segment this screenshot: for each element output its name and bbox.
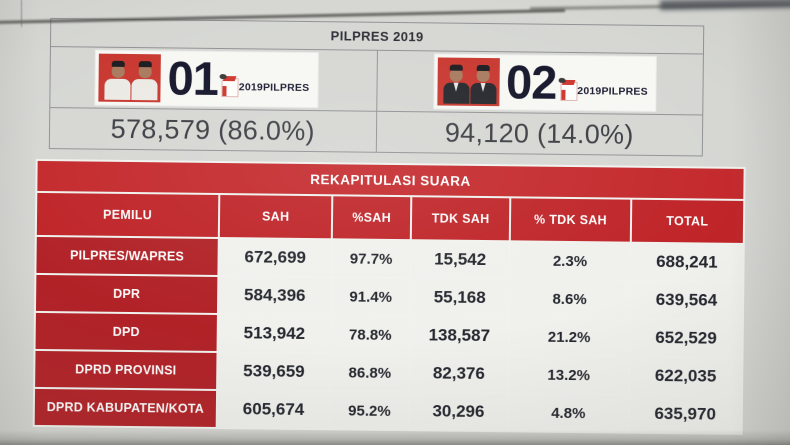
- row-label: DPR: [35, 274, 218, 313]
- table-row: DPR 584,396 91.4% 55,168 8.6% 639,564: [35, 274, 743, 319]
- tdksah-value: 138,587: [410, 317, 509, 355]
- candidate-02-votes: 94,120 (14.0%): [375, 111, 703, 156]
- col-header-tdksah: TDK SAH: [411, 197, 510, 241]
- votes-row: 578,579 (86.0%) 94,120 (14.0%): [50, 108, 703, 156]
- pilpres-panel: PILPRES 2019 01 2019PILPRES: [48, 18, 705, 157]
- row-label: DPRD KABUPATEN/KOTA: [34, 388, 217, 427]
- candidate-01-cell: 01 2019PILPRES: [50, 47, 376, 111]
- row-label: DPRD PROVINSI: [35, 350, 217, 389]
- tdksah-value: 82,376: [409, 355, 508, 393]
- person-figure: [442, 68, 470, 106]
- col-header-total: TOTAL: [631, 199, 744, 243]
- ptdksah-value: 13.2%: [509, 356, 629, 394]
- total-value: 639,564: [630, 281, 743, 319]
- candidate-01-number: 01: [167, 51, 219, 105]
- candidate-02-photo: [436, 57, 500, 107]
- total-value: 635,970: [629, 395, 742, 433]
- person-figure: [104, 64, 131, 102]
- total-value: 622,035: [629, 357, 742, 395]
- ballot-box-icon: [558, 77, 577, 100]
- tdksah-value: 55,168: [410, 279, 509, 317]
- row-label: PILPRES/WAPRES: [36, 236, 218, 275]
- logo-text: 2019PILPRES: [577, 85, 648, 98]
- psah-value: 97.7%: [332, 240, 410, 278]
- top-left-edge-line: [21, 0, 22, 27]
- ptdksah-value: 2.3%: [510, 242, 630, 280]
- candidates-row: 01 2019PILPRES 02: [50, 47, 703, 116]
- column-header-row: PEMILU SAH %SAH TDK SAH % TDK SAH TOTAL: [36, 192, 744, 243]
- sah-value: 672,699: [219, 239, 332, 277]
- psah-value: 78.8%: [331, 316, 409, 354]
- person-figure: [469, 68, 497, 106]
- col-header-ptdksah: % TDK SAH: [511, 198, 630, 242]
- table-row: DPRD PROVINSI 539,659 86.8% 82,376 13.2%…: [35, 350, 742, 395]
- sah-value: 605,674: [217, 391, 330, 429]
- person-figure: [131, 65, 158, 102]
- total-value: 652,529: [630, 319, 742, 357]
- psah-value: 91.4%: [332, 278, 410, 316]
- col-header-sah: SAH: [219, 195, 332, 239]
- candidate-01-votes: 578,579 (86.0%): [110, 113, 316, 146]
- table-row: PILPRES/WAPRES 672,699 97.7% 15,542 2.3%…: [36, 236, 743, 281]
- tdksah-value: 15,542: [411, 241, 510, 279]
- table-row: DPD 513,942 78.8% 138,587 21.2% 652,529: [35, 312, 742, 357]
- candidate-02-card: 02 2019PILPRES: [433, 54, 657, 111]
- row-label: DPD: [35, 312, 217, 351]
- candidate-02-cell: 02 2019PILPRES: [375, 50, 703, 115]
- total-value: 688,241: [630, 243, 743, 281]
- sah-value: 539,659: [218, 353, 330, 391]
- col-header-psah: %SAH: [333, 196, 411, 240]
- sah-value: 513,942: [218, 315, 331, 353]
- col-header-pemilu: PEMILU: [36, 192, 219, 237]
- psah-value: 95.2%: [330, 392, 408, 430]
- candidate-01-card: 01 2019PILPRES: [95, 50, 318, 108]
- ptdksah-value: 4.8%: [508, 394, 628, 432]
- kpu-2019pilpres-logo: 2019PILPRES: [219, 73, 310, 97]
- kpu-2019pilpres-logo: 2019PILPRES: [558, 77, 648, 100]
- tdksah-value: 30,296: [409, 393, 508, 431]
- ptdksah-value: 21.2%: [509, 318, 629, 356]
- ptdksah-value: 8.6%: [510, 280, 629, 318]
- table-row: DPRD KABUPATEN/KOTA 605,674 95.2% 30,296…: [34, 388, 742, 433]
- psah-value: 86.8%: [331, 354, 409, 392]
- rekapitulasi-table: REKAPITULASI SUARA PEMILU SAH %SAH TDK S…: [32, 158, 746, 435]
- logo-text: 2019PILPRES: [238, 81, 310, 95]
- sah-value: 584,396: [218, 277, 331, 315]
- candidate-02-number: 02: [505, 54, 557, 109]
- candidate-01-photo: [98, 53, 161, 103]
- ballot-box-icon: [219, 73, 238, 96]
